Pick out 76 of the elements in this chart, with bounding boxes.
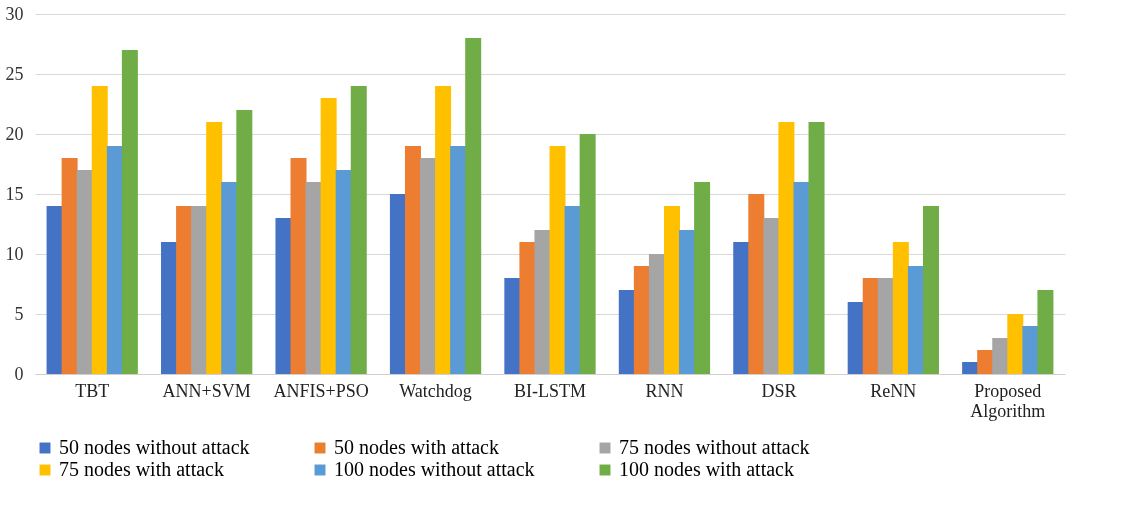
bar bbox=[618, 290, 635, 374]
bar bbox=[549, 146, 566, 374]
bar bbox=[450, 146, 467, 374]
bar bbox=[106, 146, 123, 374]
x-tick-label: ANN+SVM bbox=[162, 380, 251, 401]
y-tick-label: 0 bbox=[14, 363, 24, 384]
bar bbox=[733, 242, 750, 374]
y-tick-label: 20 bbox=[5, 123, 24, 144]
bar bbox=[694, 182, 711, 374]
bar bbox=[519, 242, 536, 374]
bar bbox=[435, 86, 452, 374]
bar bbox=[76, 170, 93, 374]
bar bbox=[46, 206, 63, 374]
bar bbox=[420, 158, 437, 374]
bar bbox=[847, 302, 864, 374]
x-tick-label: RNN bbox=[645, 380, 684, 401]
bar bbox=[290, 158, 307, 374]
bar bbox=[748, 194, 765, 374]
bar bbox=[176, 206, 193, 374]
bar bbox=[534, 230, 551, 374]
legend-label: 75 nodes with attack bbox=[59, 458, 224, 480]
legend-label: 100 nodes without attack bbox=[334, 458, 535, 480]
bar bbox=[504, 278, 521, 374]
y-tick-label: 30 bbox=[5, 3, 24, 24]
bar bbox=[1022, 326, 1039, 374]
bar bbox=[305, 182, 322, 374]
bar bbox=[161, 242, 178, 374]
bar bbox=[320, 98, 337, 374]
legend-label: 75 nodes without attack bbox=[619, 436, 810, 458]
bar bbox=[121, 50, 138, 374]
bar bbox=[404, 146, 421, 374]
bar bbox=[922, 206, 939, 374]
bar bbox=[663, 206, 680, 374]
x-tick-label: Watchdog bbox=[399, 380, 472, 401]
x-tick-label: Proposed Algorithm bbox=[970, 380, 1046, 421]
bar bbox=[793, 182, 810, 374]
bar bbox=[579, 134, 596, 374]
bar bbox=[907, 266, 924, 374]
bar bbox=[778, 122, 795, 374]
bar bbox=[350, 86, 367, 374]
legend-label: 50 nodes with attack bbox=[334, 436, 499, 458]
bar bbox=[91, 86, 108, 374]
bar bbox=[962, 362, 979, 374]
bar bbox=[335, 170, 352, 374]
x-tick-label: ANFIS+PSO bbox=[273, 380, 369, 401]
bar bbox=[465, 38, 482, 374]
bar bbox=[679, 230, 696, 374]
bar bbox=[808, 122, 825, 374]
y-tick-label: 5 bbox=[14, 303, 24, 324]
bar bbox=[892, 242, 909, 374]
bar bbox=[1037, 290, 1054, 374]
bar bbox=[61, 158, 78, 374]
y-tick-label: 10 bbox=[5, 243, 24, 264]
bar bbox=[191, 206, 208, 374]
y-tick-label: 25 bbox=[5, 63, 24, 84]
bar bbox=[862, 278, 879, 374]
x-tick-label: ReNN bbox=[870, 380, 917, 401]
legend-label: 100 nodes with attack bbox=[619, 458, 794, 480]
bar bbox=[275, 218, 292, 374]
bar bbox=[564, 206, 581, 374]
bar bbox=[648, 254, 665, 374]
y-tick-label: 15 bbox=[5, 183, 24, 204]
bar bbox=[389, 194, 406, 374]
bar bbox=[633, 266, 650, 374]
x-tick-label: TBT bbox=[75, 380, 110, 401]
x-tick-label: DSR bbox=[761, 380, 797, 401]
bar bbox=[763, 218, 780, 374]
bar bbox=[236, 110, 253, 374]
bar bbox=[206, 122, 223, 374]
bar bbox=[1007, 314, 1024, 374]
bar bbox=[877, 278, 894, 374]
bar bbox=[221, 182, 238, 374]
bar bbox=[992, 338, 1009, 374]
x-tick-label: BI-LSTM bbox=[514, 380, 586, 401]
bar bbox=[977, 350, 994, 374]
legend-label: 50 nodes without attack bbox=[59, 436, 250, 458]
